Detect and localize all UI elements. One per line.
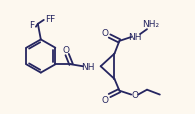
Text: NH: NH (81, 62, 95, 71)
Text: F: F (29, 21, 35, 30)
Text: O: O (63, 46, 70, 55)
Text: O: O (101, 95, 108, 104)
Text: O: O (101, 28, 108, 37)
Text: NH₂: NH₂ (142, 20, 160, 29)
Text: NH: NH (129, 32, 142, 41)
Text: O: O (132, 90, 139, 99)
Text: FF: FF (45, 15, 55, 24)
